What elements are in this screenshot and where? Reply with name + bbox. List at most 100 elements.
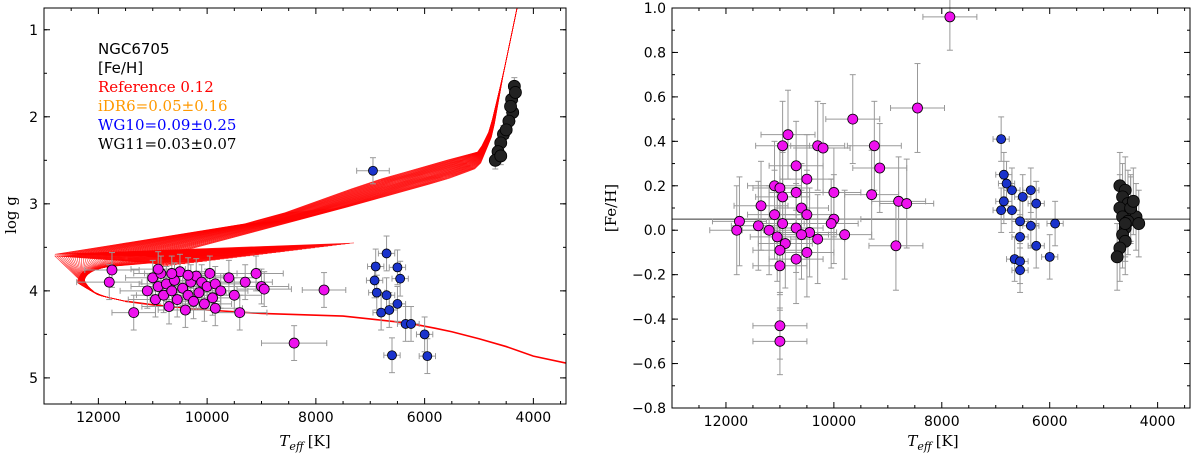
data-point-idr6 xyxy=(171,294,183,305)
x-tick-label: 6000 xyxy=(407,410,443,426)
axis-ticks: 12000 10000 8000 6000 4000 −0.8 −0.6 −0.4 −0.2 0.… xyxy=(632,1,1190,430)
data-point-wg10 xyxy=(1031,198,1042,209)
y-tick-label: 1.0 xyxy=(644,1,666,17)
data-point-idr6 xyxy=(901,198,913,209)
data-point-idr6 xyxy=(777,218,789,229)
y-tick-label: 1 xyxy=(29,23,38,39)
data-point-idr6 xyxy=(731,224,743,236)
data-point-idr6 xyxy=(868,140,880,152)
data-point-idr6 xyxy=(801,209,813,221)
data-point-idr6 xyxy=(774,244,786,256)
isochrone-line xyxy=(54,8,518,302)
data-point-wg10 xyxy=(381,290,392,301)
y-tick-label: −0.4 xyxy=(632,312,666,328)
x-axis-label-unit: [K] xyxy=(308,432,331,450)
data-point-idr6 xyxy=(774,182,786,194)
data-point-idr6 xyxy=(204,268,216,279)
data-point-wg10 xyxy=(1001,178,1012,189)
data-points xyxy=(731,11,1146,347)
x-tick-label: 6000 xyxy=(1032,414,1068,430)
data-point-wg10 xyxy=(369,275,380,286)
y-tick-label: 0.6 xyxy=(644,90,666,106)
data-point-idr6 xyxy=(755,200,767,212)
data-point-idr6 xyxy=(288,337,300,349)
data-point-idr6 xyxy=(163,301,175,312)
legend-idr6: iDR6=0.05±0.16 xyxy=(98,97,228,115)
data-point-idr6 xyxy=(193,287,205,298)
data-point-idr6 xyxy=(866,189,878,201)
data-point-wg10 xyxy=(392,299,403,309)
x-tick-label: 12000 xyxy=(704,414,749,430)
data-point-wg10 xyxy=(395,273,406,284)
x-axis-label: Teff [K] xyxy=(279,432,330,453)
data-point-wg11 xyxy=(509,86,522,99)
logg-panel: 12000 10000 8000 6000 4000 1 2 3 4 5 NGC6705 [Fe/… xyxy=(2,7,567,453)
data-point-wg11 xyxy=(1126,194,1140,208)
data-point-idr6 xyxy=(763,224,775,236)
isochrone-lines xyxy=(54,8,566,364)
data-point-idr6 xyxy=(801,247,813,258)
x-tick-label: 8000 xyxy=(924,414,960,430)
data-point-wg10 xyxy=(371,287,382,298)
data-point-idr6 xyxy=(782,129,794,141)
data-point-wg10 xyxy=(1025,185,1036,196)
data-point-idr6 xyxy=(103,276,115,288)
data-point-idr6 xyxy=(179,304,191,316)
data-point-idr6 xyxy=(166,268,178,279)
legend-wg11: WG11=0.03±0.07 xyxy=(98,135,236,153)
data-point-wg10 xyxy=(998,196,1009,207)
data-point-idr6 xyxy=(790,253,802,265)
legend-cluster: NGC6705 xyxy=(98,40,170,58)
y-tick-label: 0.8 xyxy=(644,45,666,61)
data-point-wg11 xyxy=(1118,217,1132,230)
y-tick-label: 0.4 xyxy=(644,134,666,150)
data-point-idr6 xyxy=(944,11,956,23)
legend-wg10: WG10=0.09±0.25 xyxy=(98,116,236,134)
x-axis-label-sub: eff xyxy=(289,440,306,453)
data-point-idr6 xyxy=(215,285,227,297)
data-point-idr6 xyxy=(777,191,789,203)
data-point-idr6 xyxy=(825,218,837,229)
data-point-idr6 xyxy=(812,233,824,245)
data-point-idr6 xyxy=(239,276,251,288)
data-point-wg10 xyxy=(422,351,433,362)
data-point-idr6 xyxy=(141,285,153,297)
data-point-idr6 xyxy=(234,307,246,319)
data-point-idr6 xyxy=(774,335,786,347)
data-point-idr6 xyxy=(769,209,780,221)
data-point-wg10 xyxy=(1050,218,1061,229)
data-point-idr6 xyxy=(874,162,886,174)
data-point-idr6 xyxy=(777,140,789,152)
data-point-wg10 xyxy=(419,329,430,340)
y-tick-label: −0.2 xyxy=(632,268,666,284)
y-tick-label: −0.8 xyxy=(632,401,666,417)
plot-frame xyxy=(671,7,1191,409)
x-tick-label: 4000 xyxy=(516,410,552,426)
data-point-wg10 xyxy=(1025,220,1036,231)
data-point-idr6 xyxy=(839,229,851,241)
data-points xyxy=(103,79,522,362)
data-point-wg10 xyxy=(387,350,397,361)
data-point-idr6 xyxy=(828,187,840,198)
data-point-idr6 xyxy=(209,302,221,314)
data-point-idr6 xyxy=(801,173,813,185)
data-point-idr6 xyxy=(771,231,783,243)
data-point-wg10 xyxy=(368,165,378,176)
y-tick-label: 2 xyxy=(29,110,38,126)
x-axis-label-base: T xyxy=(279,432,290,450)
x-tick-label: 10000 xyxy=(812,414,857,430)
data-point-wg10 xyxy=(1015,231,1025,242)
legend-reference: Reference 0.12 xyxy=(98,78,214,96)
data-point-idr6 xyxy=(250,268,262,279)
data-point-wg10 xyxy=(1007,205,1017,216)
isochrone-ms xyxy=(125,300,566,364)
legend-quantity: [Fe/H] xyxy=(98,59,143,77)
data-point-wg10 xyxy=(996,134,1007,145)
data-point-idr6 xyxy=(318,284,330,296)
data-point-wg10 xyxy=(996,205,1007,216)
data-point-wg10 xyxy=(1015,265,1025,276)
data-point-idr6 xyxy=(752,220,764,232)
y-tick-label: 3 xyxy=(29,197,38,213)
x-tick-label: 4000 xyxy=(1140,414,1176,430)
